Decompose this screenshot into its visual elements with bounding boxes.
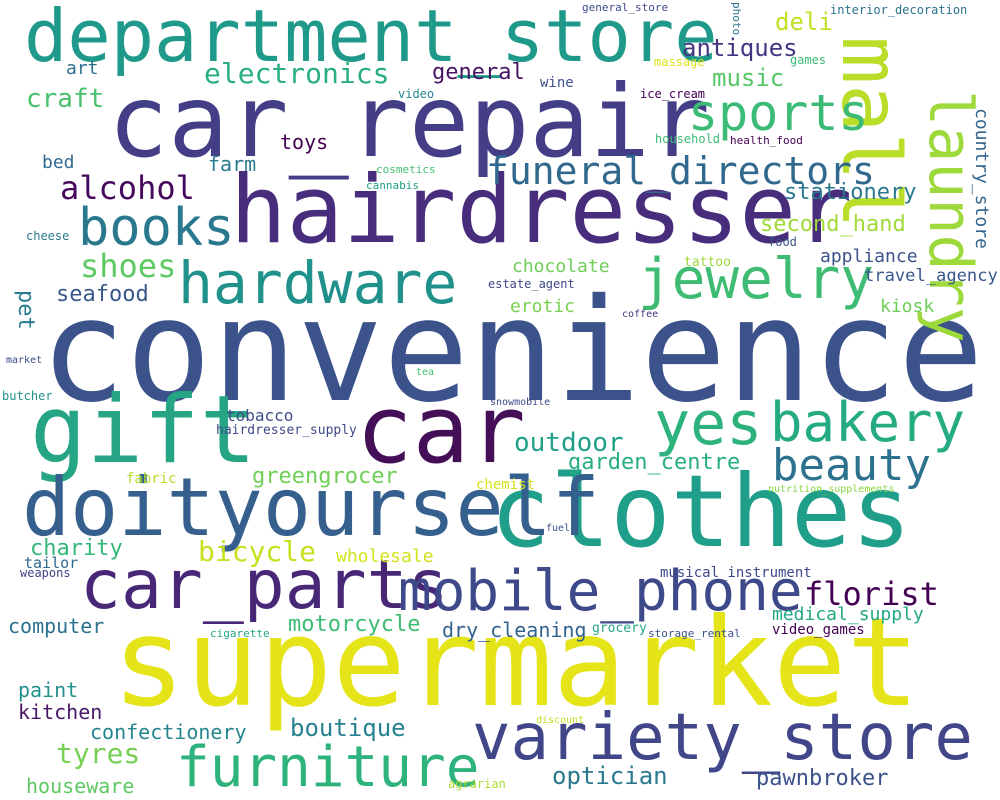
word-car-parts: car_parts [80,546,449,625]
word-houseware: houseware [26,774,135,798]
word-greengrocer: greengrocer [252,464,398,489]
word-country-store: country_store [971,108,992,249]
word-motorcycle: motorcycle [288,612,421,637]
word-deli: deli [775,8,833,36]
word-discount: discount [536,715,585,726]
word-alcohol: alcohol [60,169,195,207]
word-weapons: weapons [20,566,71,580]
word-funeral-directors: funeral_directors [486,149,875,193]
word-beauty: beauty [772,440,931,491]
word-market: market [6,355,43,366]
word-kitchen: kitchen [18,700,103,724]
word-electronics: electronics [204,57,390,90]
word-estate-agent: estate_agent [488,277,575,291]
word-department-store: department_store [24,0,718,78]
word-bicycle: bicycle [198,535,317,568]
word-video-games: video_games [772,622,865,638]
word-music: music [712,64,785,92]
word-erotic: erotic [510,296,576,317]
word-convenience: convenience [40,268,984,434]
word-second-hand: second_hand [760,212,906,237]
word-agrarian: agrarian [448,777,506,791]
word-hardware: hardware [178,249,458,317]
word-pet: pet [13,290,38,330]
word-grocery: grocery [592,621,647,636]
word-car: car [356,376,526,485]
word-sports: sports [688,84,869,142]
word-musical-instrument: musical_instrument [660,565,812,581]
word-books: books [78,198,235,258]
word-farm: farm [208,152,257,176]
word-clothes: clothes [490,453,912,570]
word-shoes: shoes [80,247,177,285]
word-hairdresser: hairdresser [230,156,853,265]
word-confectionery: confectionery [90,720,247,744]
word-jewelry: jewelry [638,247,875,312]
word-tyres: tyres [56,737,141,770]
word-car-repair: car_repair [108,63,711,180]
word-computer: computer [8,614,105,638]
word-general-store: general_store [582,1,669,14]
word-bakery: bakery [770,391,966,454]
word-seafood: seafood [56,282,149,307]
word-doityourself: doityourself [22,461,600,554]
word-wine: wine [540,75,574,91]
word-mobile-phone: mobile_phone [398,559,803,624]
word-bed: bed [42,152,75,173]
word-interior-decoration: interior_decoration [830,3,968,17]
word-cheese: cheese [26,229,70,243]
word-cosmetics: cosmetics [376,163,436,176]
word-gift: gift [30,376,257,485]
word-toys: toys [280,130,329,154]
word-supermarket: supermarket [112,592,920,734]
word-tailor: tailor [24,554,79,572]
word-games: games [790,53,827,67]
word-dry-cleaning: dry_cleaning [442,618,587,642]
word-tattoo: tattoo [684,255,731,270]
word-storage-rental: storage_rental [648,627,741,640]
word-cannabis: cannabis [366,179,419,192]
word-coffee: coffee [622,309,659,320]
word-general: general [432,60,525,85]
word-cigarette: cigarette [210,627,270,640]
word-tea: tea [416,367,435,378]
word-chocolate: chocolate [512,256,610,277]
word-ice-cream: ice_cream [640,87,706,101]
word-snowmobile: snowmobile [490,397,551,408]
word-fabric: fabric [126,471,177,487]
word-fuel: fuel [546,523,571,534]
word-medical-supply: medical_supply [772,604,924,625]
word-paint: paint [18,678,79,702]
word-kiosk: kiosk [880,296,935,317]
word-yes: yes [654,389,763,459]
word-wholesale: wholesale [336,546,434,567]
word-variety-store: variety_store [472,701,973,775]
word-craft: craft [26,84,105,114]
word-optician: optician [552,762,668,790]
word-butcher: butcher [2,389,53,403]
word-chemist: chemist [476,477,536,493]
word-health-food: health_food [730,134,803,147]
word-art: art [66,58,99,79]
word-hairdresser-supply: hairdresser_supply [216,423,357,438]
word-garden-centre: garden_centre [568,450,741,475]
word-appliance: appliance [820,246,918,267]
word-nutrition-supplements: nutrition_supplements [768,484,895,495]
word-tobacco: tobacco [226,406,294,425]
word-charity: charity [30,536,123,561]
word-boutique: boutique [290,714,406,742]
word-florist: florist [804,575,939,613]
word-photo: photo [730,2,743,36]
word-furniture: furniture [176,735,480,800]
word-massage: massage [654,55,705,69]
word-video: video [398,87,435,101]
word-travel-agency: travel_agency [864,266,998,286]
word-outdoor: outdoor [514,428,624,458]
word-antiques: antiques [682,34,798,62]
word-household: household [655,132,721,146]
word-pawnbroker: pawnbroker [756,766,889,791]
word-food: food [768,235,797,249]
word-stationery: stationery [784,180,917,205]
